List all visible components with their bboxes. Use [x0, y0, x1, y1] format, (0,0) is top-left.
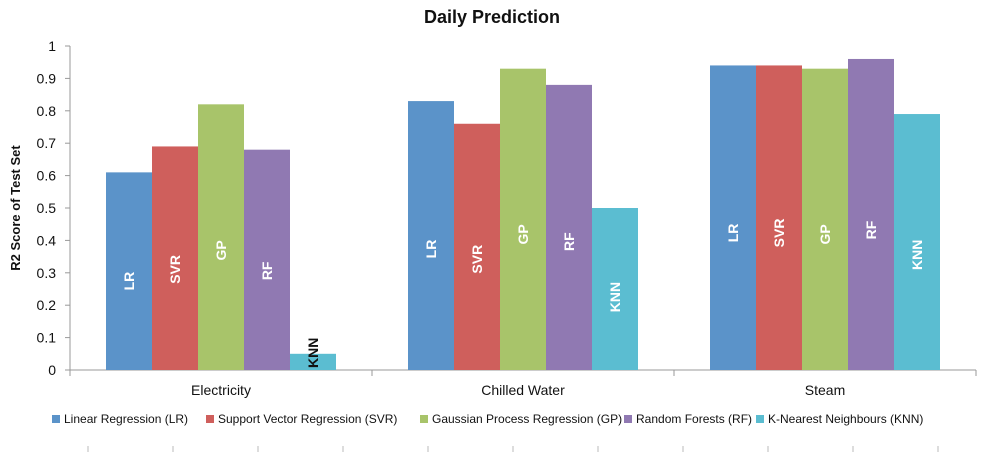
bar-label: LR: [423, 240, 439, 259]
chart-title: Daily Prediction: [424, 7, 560, 27]
y-tick-label: 0.1: [37, 330, 57, 346]
bar-label: GP: [213, 240, 229, 260]
bar-label: KNN: [909, 240, 925, 270]
bar-label: GP: [817, 224, 833, 244]
plot-area: 0 0.1 0.2 0.3 0.4 0.5 0.6 0.7 0.8 0.9 1 Electricity…: [37, 38, 977, 398]
category-label: Steam: [805, 382, 845, 398]
bar: [710, 65, 756, 370]
bar: [290, 353, 336, 370]
bar: [546, 84, 592, 370]
y-tick-label: 0.6: [37, 168, 57, 184]
bar: [848, 58, 894, 371]
bar-label: SVR: [771, 219, 787, 248]
bar: [152, 146, 198, 370]
legend-swatch: [206, 415, 214, 423]
legend-swatch: [756, 415, 764, 423]
y-tick-label: 0.5: [37, 200, 57, 216]
legend-label: Linear Regression (LR): [64, 412, 188, 426]
bar: [802, 68, 848, 371]
y-tick-label: 0.2: [37, 297, 57, 313]
bar: [106, 172, 152, 370]
bar-label: SVR: [167, 255, 183, 284]
bar: [198, 104, 244, 370]
y-tick-label: 1: [48, 38, 56, 54]
y-tick-label: 0: [48, 362, 56, 378]
legend-label: Gaussian Process Regression (GP): [432, 412, 622, 426]
bar-label: RF: [561, 232, 577, 251]
bar-label: LR: [725, 224, 741, 243]
bar-label: RF: [259, 261, 275, 280]
bar-label: LR: [121, 272, 137, 291]
y-tick-label: 0.4: [37, 232, 57, 248]
legend: Linear Regression (LR) Support Vector Reg…: [52, 412, 939, 452]
y-tick-label: 0.7: [37, 135, 57, 151]
category-label: Chilled Water: [481, 382, 565, 398]
legend-label: K-Nearest Neighbours (KNN): [768, 412, 923, 426]
bar: [756, 65, 802, 370]
legend-swatch: [624, 415, 632, 423]
bar-label: SVR: [469, 245, 485, 274]
y-tick-label: 0.3: [37, 265, 57, 281]
bar: [500, 68, 546, 371]
legend-swatch: [420, 415, 428, 423]
bar-label: GP: [515, 224, 531, 244]
category-label: Electricity: [191, 382, 251, 398]
bar-label: KNN: [305, 338, 321, 368]
bar: [244, 149, 290, 370]
bar: [894, 114, 940, 370]
y-axis-label: R2 Score of Test Set: [8, 145, 23, 271]
y-tick-label: 0.8: [37, 103, 57, 119]
bar-label: KNN: [607, 282, 623, 312]
legend-label: Support Vector Regression (SVR): [218, 412, 397, 426]
bar: [408, 101, 454, 370]
legend-swatch: [52, 415, 60, 423]
legend-label: Random Forests (RF): [636, 412, 752, 426]
bar: [454, 123, 500, 370]
y-tick-label: 0.9: [37, 70, 57, 86]
bar: [592, 208, 638, 370]
bar-label: RF: [863, 220, 879, 239]
